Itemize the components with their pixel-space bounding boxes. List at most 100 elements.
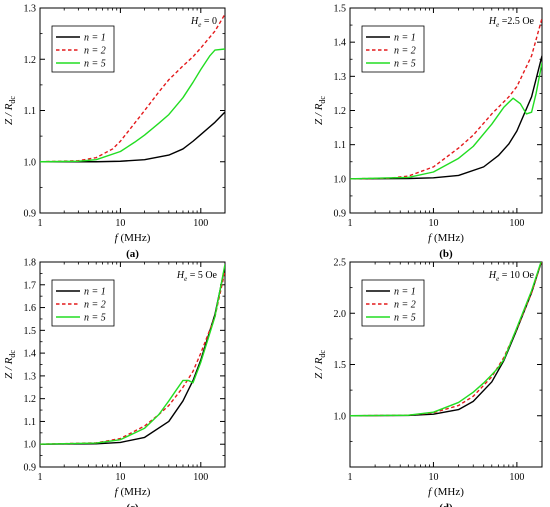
field-symbol: H (488, 16, 497, 27)
y-tick-label: 1.1 (24, 106, 37, 117)
series-group (350, 18, 542, 180)
x-axis-label: f (MHz) (428, 232, 464, 244)
legend-label: n = 2 (394, 46, 416, 57)
y-tick-label: 2.5 (334, 258, 347, 269)
x-axis-var: f (428, 232, 433, 244)
legend-box (361, 279, 425, 327)
series-line (40, 111, 225, 163)
y-axis-subscript: dc (318, 96, 327, 104)
x-axis-unit: (MHz) (431, 486, 464, 498)
x-axis-unit: (MHz) (118, 486, 151, 498)
x-tick-label: 100 (509, 472, 524, 483)
y-axis-text: Z / R (313, 103, 325, 125)
field-subscript: e (184, 275, 187, 283)
y-tick-label: 1.2 (334, 106, 347, 117)
panel-label: (a) (126, 248, 139, 260)
series-line (40, 264, 225, 445)
y-tick-label: 1.1 (24, 417, 37, 428)
y-axis-subscript: dc (318, 350, 327, 358)
series-line (350, 262, 542, 417)
x-tick-label: 1 (348, 472, 353, 483)
field-symbol: H (190, 16, 199, 27)
legend-label: n = 1 (394, 33, 416, 44)
chart-panel: 1 10 100 0.9 1.0 1.1 1.2 1.3 n = 1 n = 2 n = 5 He =… (3, 4, 226, 260)
series-group (40, 13, 225, 163)
legend-label: n = 1 (394, 287, 416, 298)
field-value: =2.5 Oe (499, 16, 534, 27)
y-axis-label: Z / Rdc (313, 350, 327, 379)
y-axis-label: Z / Rdc (313, 96, 327, 125)
x-axis-label: f (MHz) (115, 232, 151, 244)
y-axis-label: Z / Rdc (3, 96, 17, 125)
panel-label: (c) (126, 502, 139, 507)
y-tick-label: 1.8 (24, 258, 37, 269)
y-tick-label: 1.4 (334, 38, 347, 49)
x-axis-label: f (MHz) (428, 486, 464, 498)
y-tick-label: 1.2 (24, 55, 37, 66)
y-tick-label: 1.1 (334, 140, 347, 151)
x-tick-label: 100 (193, 218, 208, 229)
y-tick-label: 1.0 (334, 411, 347, 422)
x-tick-label: 1 (348, 218, 353, 229)
y-tick-label: 0.9 (334, 209, 347, 220)
legend-label: n = 5 (84, 59, 106, 70)
x-tick-label: 10 (428, 218, 438, 229)
y-axis-subscript: dc (8, 96, 17, 104)
y-tick-label: 1.6 (24, 303, 37, 314)
legend-label: n = 2 (84, 300, 106, 311)
y-axis-label: Z / Rdc (3, 350, 17, 379)
field-subscript: e (198, 21, 201, 29)
x-axis-label: f (MHz) (115, 486, 151, 498)
field-label: He = 10 Oe (488, 270, 535, 283)
y-tick-label: 1.0 (334, 174, 347, 185)
x-axis-var: f (115, 232, 120, 244)
y-axis-text: Z / R (313, 357, 325, 379)
x-tick-label: 10 (115, 218, 125, 229)
field-value: = 5 Oe (187, 270, 217, 281)
legend-box (361, 25, 425, 73)
chart-panel: 1 10 100 1.0 1.5 2.0 2.5 n = 1 n = 2 n = 5 He = 10… (313, 258, 543, 507)
y-tick-label: 1.3 (24, 371, 37, 382)
legend-label: n = 5 (84, 313, 106, 324)
series-line (40, 13, 225, 163)
x-axis-unit: (MHz) (118, 232, 151, 244)
field-symbol: H (488, 270, 497, 281)
legend: n = 1 n = 2 n = 5 (361, 25, 425, 73)
panel-label: (d) (439, 502, 453, 507)
y-tick-label: 1.4 (24, 349, 37, 360)
field-subscript: e (496, 275, 499, 283)
series-group (350, 262, 542, 417)
legend: n = 1 n = 2 n = 5 (51, 279, 115, 327)
legend-label: n = 5 (394, 313, 416, 324)
series-line (350, 262, 542, 417)
chart-panel: 1 10 100 0.9 1.0 1.1 1.2 1.3 1.4 1.5 1.6 1.7 1.8 n = … (3, 258, 226, 507)
x-tick-label: 10 (115, 472, 125, 483)
y-tick-label: 1.5 (334, 4, 347, 15)
y-tick-label: 0.9 (24, 463, 37, 474)
series-line (40, 48, 225, 163)
field-label: He =2.5 Oe (488, 16, 535, 29)
legend-label: n = 5 (394, 59, 416, 70)
legend-label: n = 2 (394, 300, 416, 311)
y-tick-label: 1.7 (24, 280, 37, 291)
x-tick-label: 10 (428, 472, 438, 483)
x-tick-label: 100 (509, 218, 524, 229)
series-line (350, 18, 542, 180)
legend-box (51, 25, 115, 73)
field-value: = 10 Oe (499, 270, 534, 281)
y-axis-text: Z / R (3, 103, 15, 125)
y-tick-label: 2.0 (334, 309, 347, 320)
x-tick-label: 1 (38, 218, 43, 229)
y-axis-text: Z / R (3, 357, 15, 379)
x-axis-unit: (MHz) (431, 232, 464, 244)
y-tick-label: 1.3 (334, 72, 347, 83)
x-tick-label: 1 (38, 472, 43, 483)
legend: n = 1 n = 2 n = 5 (361, 279, 425, 327)
field-subscript: e (496, 21, 499, 29)
x-axis-var: f (115, 486, 120, 498)
series-line (350, 55, 542, 180)
series-group (40, 264, 225, 445)
field-value: = 0 (201, 16, 217, 27)
